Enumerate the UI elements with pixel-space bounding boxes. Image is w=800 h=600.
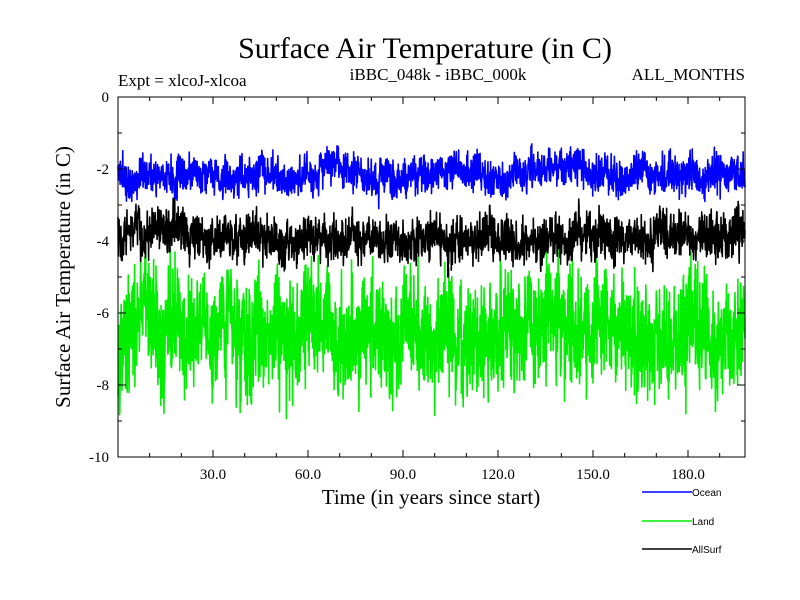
y-tick-label: 0: [102, 90, 110, 106]
series-line-ocean: [117, 143, 746, 210]
x-tick-label: 30.0: [200, 467, 226, 483]
x-axis-label: Time (in years since start): [322, 485, 541, 509]
x-tick-label: 60.0: [295, 467, 321, 483]
legend: Ocean Land AllSurf: [642, 488, 722, 556]
series-line-allsurf: [117, 197, 746, 278]
legend-label-allsurf: AllSurf: [692, 545, 722, 556]
legend-label-ocean: Ocean: [692, 488, 721, 499]
y-axis: 0 -2 -4 -6 -8 -10: [89, 90, 745, 466]
comparison-label: iBBC_048k - iBBC_000k: [350, 65, 527, 84]
x-axis: 30.0 60.0 90.0 120.0 150.0 180.0: [149, 97, 721, 483]
x-tick-label: 120.0: [481, 467, 515, 483]
y-tick-label: -8: [97, 378, 110, 394]
y-tick-label: -4: [97, 234, 110, 250]
chart-title: Surface Air Temperature (in C): [238, 32, 612, 65]
y-tick-label: -6: [97, 306, 110, 322]
x-tick-label: 180.0: [671, 467, 705, 483]
legend-label-land: Land: [692, 517, 714, 528]
x-tick-label: 90.0: [390, 467, 416, 483]
y-tick-label: -2: [97, 162, 110, 178]
x-tick-label: 150.0: [576, 467, 610, 483]
experiment-label: Expt = xlcoJ-xlcoa: [118, 71, 247, 90]
series-layer: [117, 143, 746, 420]
months-label: ALL_MONTHS: [632, 65, 745, 84]
series-line-land: [117, 238, 746, 420]
y-axis-label: Surface Air Temperature (in C): [51, 146, 75, 408]
y-tick-label: -10: [89, 450, 109, 466]
